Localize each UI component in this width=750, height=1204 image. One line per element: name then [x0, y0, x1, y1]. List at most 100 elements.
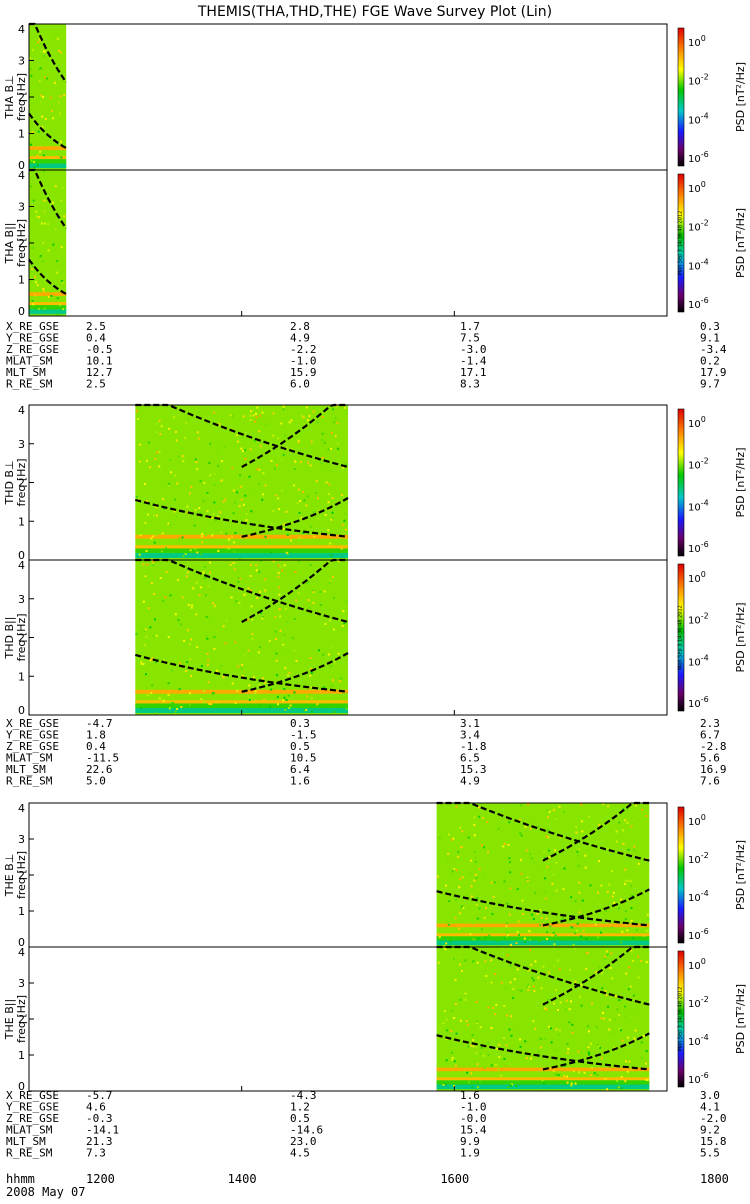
spectrogram-speckle: [453, 1060, 456, 1063]
spectrogram-speckle: [490, 959, 493, 962]
spectrogram-speckle: [38, 307, 40, 310]
gyrofrequency-curve: [135, 498, 349, 538]
spectrogram-speckle: [61, 281, 64, 284]
spectrogram-speckle: [249, 492, 252, 495]
spectrogram-speckle: [546, 816, 549, 819]
spectrogram-speckle: [43, 222, 46, 225]
spectrogram-speckle: [589, 884, 592, 887]
spectrogram-speckle: [153, 514, 155, 517]
spectrogram-speckle: [294, 460, 297, 463]
spectrogram-speckle: [233, 568, 236, 571]
spectrogram-speckle: [31, 265, 34, 268]
spectrogram-speckle: [495, 1064, 498, 1067]
spectrogram-speckle: [633, 994, 635, 997]
spectrogram-speckle: [611, 1031, 614, 1034]
spectrogram-speckle: [503, 936, 506, 939]
ephemeris-value: -0.3: [86, 1112, 113, 1125]
spectrogram-speckle: [228, 538, 231, 541]
spectrogram-speckle: [30, 74, 33, 77]
spectrogram-speckle: [540, 1046, 543, 1049]
spectrogram-speckle: [622, 829, 625, 832]
spectrogram-speckle: [259, 445, 262, 448]
spectrogram-speckle: [143, 522, 146, 525]
ephemeris-value: 4.5: [290, 1147, 310, 1160]
gyrofrequency-curve: [241, 497, 349, 538]
spectrogram-band: [29, 292, 67, 296]
spectrogram-speckle: [277, 497, 280, 500]
spectrogram-speckle: [323, 686, 326, 689]
spectrogram-speckle: [523, 937, 526, 940]
spectrogram-speckle: [58, 101, 60, 104]
spectrogram-speckle: [341, 523, 344, 526]
spectrogram-speckle: [554, 934, 557, 936]
spectrogram-speckle: [167, 636, 170, 638]
spectrogram-speckle: [310, 672, 313, 674]
spectrogram-speckle: [475, 1045, 478, 1048]
spectrogram-speckle: [342, 466, 345, 469]
spectrogram-speckle: [245, 431, 247, 434]
spectrogram-speckle: [52, 117, 55, 120]
ephemeris-value: 10.1: [86, 355, 113, 368]
ephemeris-value: 4.9: [460, 775, 480, 788]
spectrogram-speckle: [263, 681, 266, 684]
spectrogram-speckle: [188, 643, 191, 646]
spectrogram-speckle: [305, 406, 308, 409]
spectrogram-speckle: [494, 1013, 496, 1016]
spectrogram-speckle: [455, 869, 458, 872]
spectrogram-speckle: [204, 572, 207, 575]
ephemeris-value: 22.6: [86, 763, 113, 776]
spectrogram-panel: 0 1 2 3 4 THE B|| freq [Hz] 100 10-2 10-4 10-6 PSD …: [3, 945, 747, 1093]
spectrogram-speckle: [209, 474, 212, 477]
y-axis-label: freq [Hz]: [15, 73, 28, 121]
figure-title: THEMIS(THA,THD,THE) FGE Wave Survey Plot…: [197, 4, 552, 20]
spectrogram-speckle: [595, 1026, 598, 1029]
spectrogram-speckle: [198, 594, 201, 596]
spectrogram-speckle: [152, 634, 155, 637]
spectrogram-speckle: [42, 54, 45, 57]
spectrogram-speckle: [506, 922, 509, 925]
spectrogram-speckle: [38, 68, 41, 71]
spectrogram-speckle: [191, 604, 194, 607]
spectrogram-speckle: [259, 591, 261, 593]
spectrogram-speckle: [271, 522, 273, 525]
y-axis-label: freq [Hz]: [15, 995, 28, 1043]
spectrogram-speckle: [487, 851, 490, 854]
spectrogram-speckle: [156, 422, 159, 425]
spectrogram-speckle: [43, 170, 46, 173]
y-tick-label: 3: [18, 593, 25, 606]
spectrogram-speckle: [626, 1036, 629, 1039]
spectrogram-speckle: [547, 829, 550, 832]
spectrogram-speckle: [643, 1034, 646, 1037]
spectrogram-speckle: [605, 909, 607, 912]
spectrogram-speckle: [309, 657, 312, 659]
spectrogram-speckle: [552, 808, 555, 811]
spectrogram-speckle: [583, 1071, 586, 1074]
spectrogram-speckle: [445, 1018, 448, 1021]
spectrogram-speckle: [149, 626, 152, 629]
spectrogram-speckle: [187, 418, 190, 421]
spectrogram-speckle: [207, 659, 210, 662]
spectrogram-speckle: [516, 888, 519, 891]
spectrogram-speckle: [174, 474, 177, 477]
spectrogram-speckle: [141, 631, 144, 634]
spectrogram-speckle: [627, 848, 630, 851]
colorbar-label: PSD [nT²/Hz]: [734, 602, 747, 672]
spectrogram-speckle: [505, 925, 508, 928]
spectrogram-speckle: [344, 463, 347, 466]
spectrogram-speckle: [538, 909, 541, 912]
spectrogram-speckle: [541, 1079, 544, 1082]
spectrogram-speckle: [438, 936, 441, 939]
spectrogram-speckle: [194, 547, 197, 550]
spectrogram-speckle: [159, 577, 162, 579]
spectrogram-speckle: [501, 947, 504, 950]
ephemeris-value: 3.4: [460, 729, 480, 742]
spectrogram-speckle: [33, 166, 36, 169]
colorbar-tick-label: 100: [688, 34, 706, 49]
timestamp-stamp: Mon Sep 3 14:36:48 2012: [678, 605, 684, 670]
spectrogram-speckle: [571, 926, 574, 929]
spectrogram-speckle: [509, 943, 512, 946]
spectrogram-speckle: [308, 415, 311, 417]
spectrogram-speckle: [445, 1059, 448, 1062]
ephemeris-value: 9.2: [700, 1124, 720, 1137]
spectrogram-speckle: [290, 419, 293, 422]
